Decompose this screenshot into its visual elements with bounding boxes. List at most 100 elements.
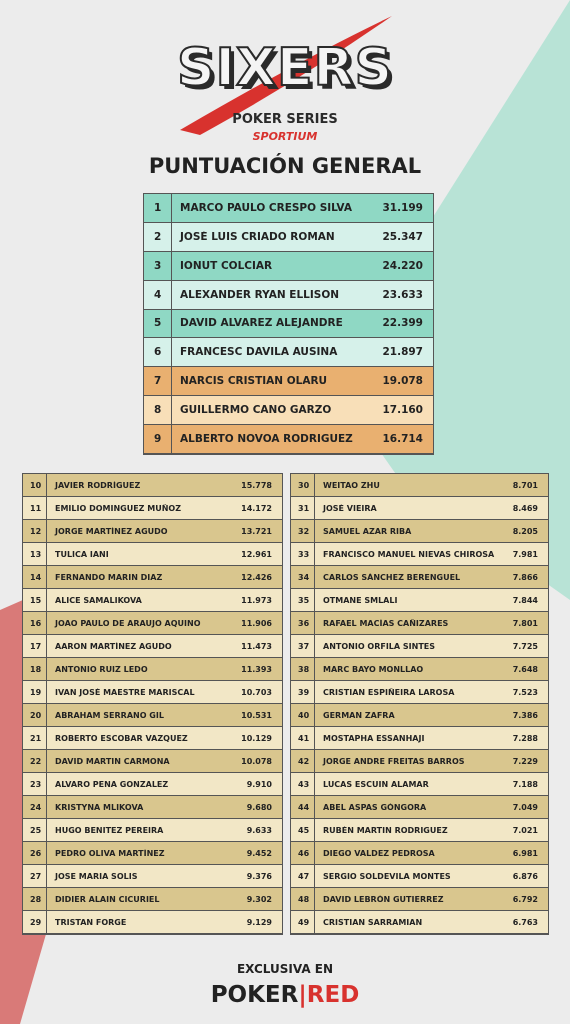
table-row: 2 JOSÉ LUIS CRIADO ROMAN 25.347 bbox=[144, 222, 433, 252]
table-row: 29 TRISTAN FORGE 9.129 bbox=[23, 911, 282, 934]
logo-title: SIXERS bbox=[176, 37, 393, 99]
rank: 42 bbox=[291, 750, 315, 772]
player-name: ANTONIO ORFILA SINTES bbox=[323, 641, 435, 651]
table-row: 8 GUILLERMO CANO GARZO 17.160 bbox=[144, 396, 433, 426]
table-row: 33 FRANCISCO MANUEL NIEVAS CHIROSA 7.981 bbox=[291, 543, 548, 566]
score: 7.049 bbox=[512, 802, 538, 812]
rank: 23 bbox=[23, 773, 47, 795]
rank: 44 bbox=[291, 796, 315, 818]
score: 7.844 bbox=[512, 595, 538, 605]
player-name: JAVIER RODRÍGUEZ bbox=[55, 480, 141, 490]
table-row: 42 JORGE ANDRE FREITAS BARROS 7.229 bbox=[291, 750, 548, 773]
rank: 10 bbox=[23, 474, 47, 496]
rank: 15 bbox=[23, 589, 47, 611]
player-name: ROBERTO ESCOBAR VAZQUEZ bbox=[55, 733, 188, 743]
score: 21.897 bbox=[382, 346, 423, 359]
logo-sponsor: SPORTIUM bbox=[252, 130, 318, 143]
player-name: JOSÉ LUIS CRIADO ROMAN bbox=[180, 230, 335, 243]
table-row: 19 IVAN JOSÉ MAESTRE MARISCAL 10.703 bbox=[23, 681, 282, 704]
score: 6.981 bbox=[512, 848, 538, 858]
score: 9.376 bbox=[246, 871, 272, 881]
table-row: 16 JOAO PAULO DE ARAUJO AQUINO 11.906 bbox=[23, 612, 282, 635]
player-name: IONUT COLCIAR bbox=[180, 259, 273, 272]
table-row: 9 ALBERTO NOVOA RODRIGUEZ 16.714 bbox=[144, 425, 433, 454]
player-name: DIEGO VALDEZ PEDROSA bbox=[323, 848, 435, 858]
table-row: 45 RUBÉN MARTIN RODRIGUEZ 7.021 bbox=[291, 819, 548, 842]
score: 7.386 bbox=[512, 710, 538, 720]
rank: 21 bbox=[23, 727, 47, 749]
table-row: 7 NARCIS CRISTIAN OLARU 19.078 bbox=[144, 367, 433, 397]
score: 6.792 bbox=[512, 894, 538, 904]
table-row: 5 DAVID ALVAREZ ALEJANDRE 22.399 bbox=[144, 309, 433, 339]
rank: 17 bbox=[23, 635, 47, 657]
score: 7.523 bbox=[512, 687, 538, 697]
player-name: ALBERTO NOVOA RODRIGUEZ bbox=[180, 433, 353, 446]
table-row: 18 ANTONIO RUIZ LEDO 11.393 bbox=[23, 658, 282, 681]
player-name: JORGE MARTÍNEZ AGUDO bbox=[55, 526, 168, 536]
rank: 25 bbox=[23, 819, 47, 841]
player-name: SERGIO SOLDEVILA MONTES bbox=[323, 871, 451, 881]
player-name: KRISTYNA MLIKOVA bbox=[55, 802, 144, 812]
score: 9.302 bbox=[246, 894, 272, 904]
player-name: GERMAN ZAFRA bbox=[323, 710, 395, 720]
score: 8.205 bbox=[512, 526, 538, 536]
brand-right: RED bbox=[306, 982, 360, 1008]
table-row: 46 DIEGO VALDEZ PEDROSA 6.981 bbox=[291, 842, 548, 865]
rank: 34 bbox=[291, 566, 315, 588]
table-row: 25 HUGO BENITEZ PEREIRA 9.633 bbox=[23, 819, 282, 842]
rank: 43 bbox=[291, 773, 315, 795]
rank: 19 bbox=[23, 681, 47, 703]
table-row: 22 DAVID MARTIN CARMONA 10.078 bbox=[23, 750, 282, 773]
score: 6.763 bbox=[512, 917, 538, 927]
table-row: 11 EMILIO DOMINGUEZ MUÑOZ 14.172 bbox=[23, 497, 282, 520]
player-name: CRISTIAN SARRAMIAN bbox=[323, 917, 423, 927]
score: 11.393 bbox=[241, 664, 272, 674]
table-row: 36 RAFAEL MACÍAS CAÑIZARES 7.801 bbox=[291, 612, 548, 635]
table-row: 28 DIDIER ALAIN CICURIEL 9.302 bbox=[23, 888, 282, 911]
player-name: ANTONIO RUIZ LEDO bbox=[55, 664, 148, 674]
player-name: AARON MARTÍNEZ AGUDO bbox=[55, 641, 172, 651]
player-name: FRANCESC DAVILA AUSINA bbox=[180, 346, 338, 359]
score: 11.906 bbox=[241, 618, 272, 628]
rank: 9 bbox=[144, 425, 172, 453]
table-row: 13 TULICA IANI 12.961 bbox=[23, 543, 282, 566]
score: 7.288 bbox=[512, 733, 538, 743]
score: 10.531 bbox=[241, 710, 272, 720]
player-name: IVAN JOSÉ MAESTRE MARISCAL bbox=[55, 687, 195, 697]
score: 24.220 bbox=[382, 259, 423, 272]
player-name: JOAO PAULO DE ARAUJO AQUINO bbox=[55, 618, 201, 628]
footer-caption: EXCLUSIVA EN bbox=[236, 962, 334, 976]
table-row: 23 ALVARO PENA GONZALEZ 9.910 bbox=[23, 773, 282, 796]
table-row: 34 CARLOS SÁNCHEZ BERENGUEL 7.866 bbox=[291, 566, 548, 589]
table-row: 24 KRISTYNA MLIKOVA 9.680 bbox=[23, 796, 282, 819]
score: 12.426 bbox=[241, 572, 272, 582]
table-row: 48 DAVID LEBRÓN GUTIERREZ 6.792 bbox=[291, 888, 548, 911]
player-name: MOSTAPHA ESSANHAJI bbox=[323, 733, 425, 743]
score: 6.876 bbox=[512, 871, 538, 881]
score: 7.021 bbox=[512, 825, 538, 835]
player-name: GUILLERMO CANO GARZO bbox=[180, 404, 332, 417]
rank: 18 bbox=[23, 658, 47, 680]
score: 23.633 bbox=[382, 288, 423, 301]
rank: 37 bbox=[291, 635, 315, 657]
score: 10.129 bbox=[241, 733, 272, 743]
score: 17.160 bbox=[382, 404, 423, 417]
rank: 3 bbox=[144, 251, 172, 280]
player-name: JOSE MARIA SOLIS bbox=[55, 871, 138, 881]
player-name: CRISTIAN ESPIÑEIRA LAROSA bbox=[323, 687, 455, 697]
table-row: 47 SERGIO SOLDEVILA MONTES 6.876 bbox=[291, 865, 548, 888]
rank: 39 bbox=[291, 681, 315, 703]
score: 7.981 bbox=[512, 549, 538, 559]
rank: 20 bbox=[23, 704, 47, 726]
player-name: ALVARO PENA GONZALEZ bbox=[55, 779, 169, 789]
player-name: RAFAEL MACÍAS CAÑIZARES bbox=[323, 618, 449, 628]
player-name: FRANCISCO MANUEL NIEVAS CHIROSA bbox=[323, 549, 495, 559]
rank: 40 bbox=[291, 704, 315, 726]
table-row: 1 MARCO PAULO CRESPO SILVA 31.199 bbox=[144, 194, 433, 223]
table-row: 37 ANTONIO ORFILA SINTES 7.725 bbox=[291, 635, 548, 658]
player-name: DAVID LEBRÓN GUTIERREZ bbox=[323, 894, 444, 904]
brand-left: POKER bbox=[210, 982, 299, 1008]
player-name: JORGE ANDRE FREITAS BARROS bbox=[323, 756, 465, 766]
score: 11.973 bbox=[241, 595, 272, 605]
